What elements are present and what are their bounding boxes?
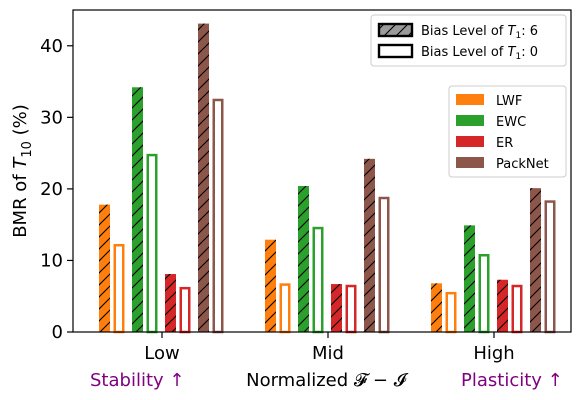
method-legend-box [448,85,567,178]
bar-er-bias0-mid [345,284,357,334]
bias-legend-hatched-pattern [379,24,412,36]
y-axis-label: BMR of T10 (%) [10,104,35,238]
y-axis: 0 10 20 30 40 [40,36,73,343]
legend-swatch-er [456,136,484,147]
bar-hatch-er-high [497,279,508,332]
bar-hatch-packnet-low [198,23,209,333]
y-tick-label: 10 [40,250,63,271]
bar-er-bias0-high [511,284,523,334]
bar-ewc-bias0-mid [312,226,324,334]
bar-er-bias0-low [179,286,191,334]
y-tick-label: 30 [40,107,63,128]
bar-ewc-bias0-low [146,153,158,334]
bar-hatch-ewc-low [132,87,143,332]
plasticity-note: Plasticity ↑ [461,370,563,391]
bar-packnet-bias0-high [544,200,556,334]
legend-label-er: ER [496,136,513,151]
stability-note: Stability ↑ [90,370,184,391]
bar-hatch-packnet-mid [364,158,375,332]
legend-swatch-packnet [456,157,484,168]
bar-packnet-bias0-low [212,98,224,334]
bias-legend-label-0: Bias Level of T1: 0 [421,45,538,62]
bar-lwf-bias0-low [113,243,125,334]
bar-hatch-packnet-high [530,188,541,332]
method-legend: LWF EWC ER PackNet [448,85,567,178]
x-axis: Low Mid High [144,332,515,364]
bar-lwf-bias0-mid [279,283,291,334]
bar-hatch-er-low [165,274,176,332]
x-tick-label: Low [144,343,179,364]
bias-legend-label-6: Bias Level of T1: 6 [421,24,538,41]
y-tick-label: 40 [40,36,63,57]
y-tick-label: 20 [40,179,63,200]
bar-lwf-bias0-high [445,291,457,334]
bar-hatch-ewc-high [464,225,475,332]
bias-legend: Bias Level of T1: 6 Bias Level of T1: 0 [370,14,567,67]
bar-hatch-lwf-mid [265,239,276,332]
x-tick-label: High [473,343,514,364]
legend-swatch-ewc [456,115,484,126]
x-axis-label: Normalized 𝓕 − 𝓘 [246,370,409,391]
bar-hatch-er-mid [331,284,342,332]
bar-packnet-bias0-mid [378,196,390,334]
bars-group [99,23,556,334]
bias-legend-hollow-swatch [377,43,414,59]
legend-label-ewc: EWC [496,115,526,130]
bar-hatch-lwf-low [99,204,110,332]
bias-legend-box [370,14,567,67]
bar-hatch-ewc-mid [298,186,309,332]
legend-label-lwf: LWF [496,94,522,109]
legend-label-packnet: PackNet [496,157,549,172]
bar-ewc-bias0-high [478,254,490,334]
x-tick-label: Mid [312,343,344,364]
legend-swatch-lwf [456,94,484,105]
plot-frame [72,9,572,333]
bar-hatch-lwf-high [431,283,442,332]
y-tick-label: 0 [52,322,63,343]
